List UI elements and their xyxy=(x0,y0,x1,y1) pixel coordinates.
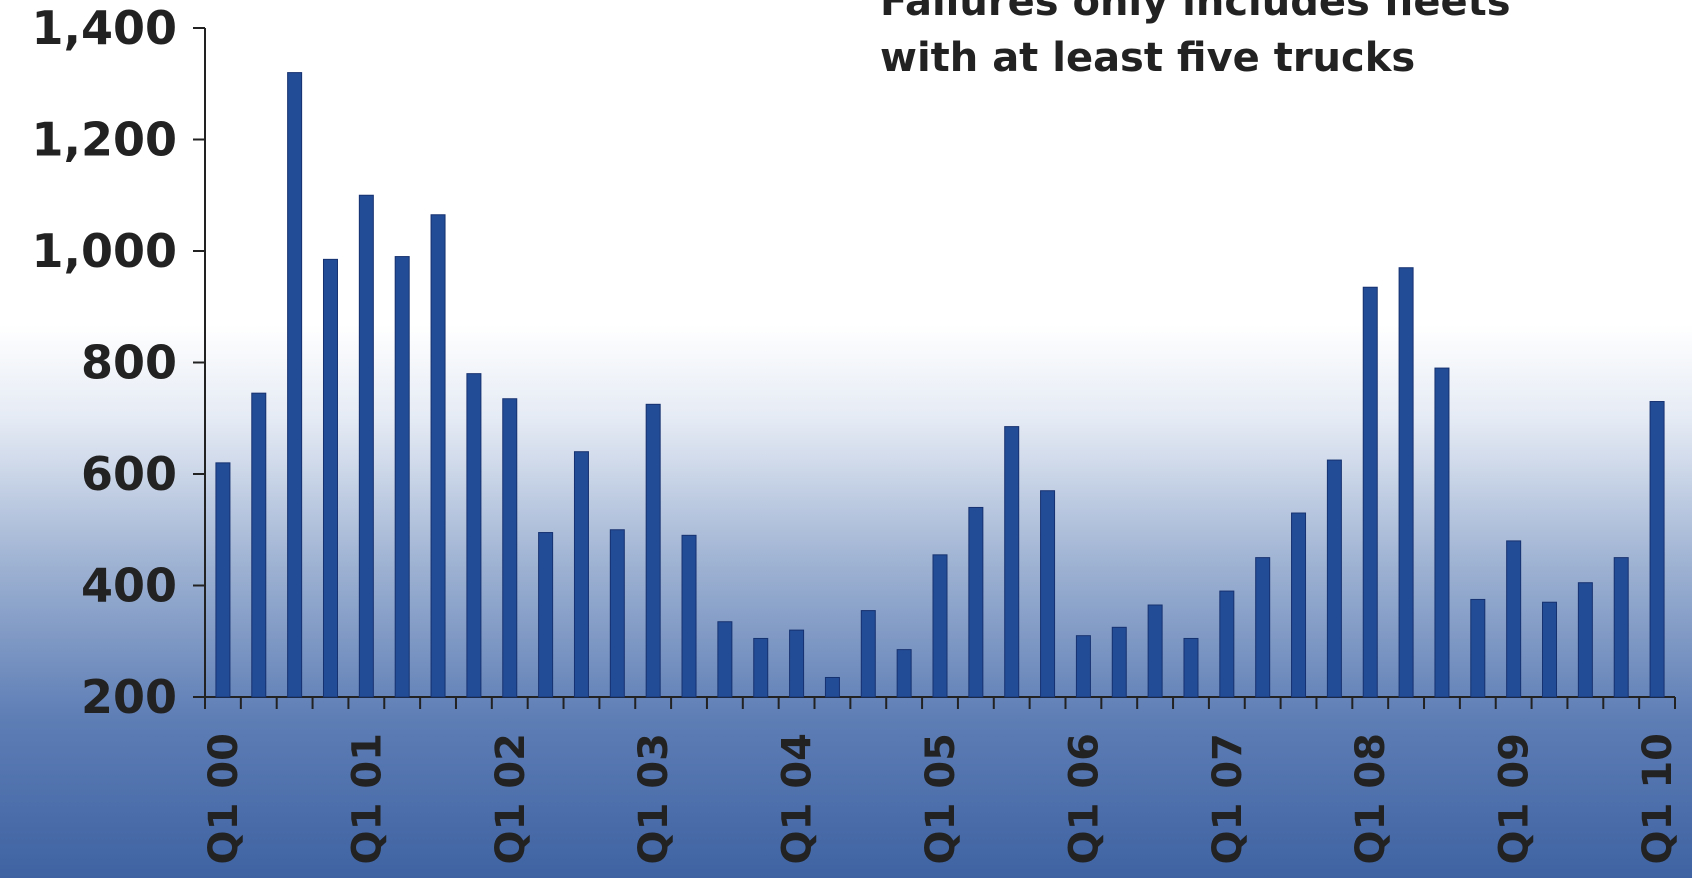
bar xyxy=(681,534,697,698)
y-tick-label: 1,000 xyxy=(31,224,177,278)
y-axis: 200 400 600 800 1,000 1,200 1,400 xyxy=(31,1,206,724)
x-tick-label: Q1 09 xyxy=(1492,733,1538,864)
bar xyxy=(860,610,876,698)
bar xyxy=(1147,604,1163,698)
y-tick-label: 1,400 xyxy=(31,1,177,55)
bar xyxy=(1004,426,1020,698)
bar xyxy=(932,554,948,698)
bar xyxy=(287,72,303,698)
bar xyxy=(1255,557,1271,698)
y-tick-label: 800 xyxy=(81,336,177,390)
bar xyxy=(968,506,984,698)
bar xyxy=(717,621,733,698)
bar xyxy=(1291,512,1307,698)
x-tick-label: Q1 04 xyxy=(775,733,821,864)
bar xyxy=(215,462,231,698)
bar xyxy=(1470,598,1486,698)
y-tick-label: 1,200 xyxy=(31,113,177,167)
bar xyxy=(753,637,769,698)
bar xyxy=(466,373,482,698)
chart-annotation: Failures only includes fleets with at le… xyxy=(880,0,1511,86)
x-axis: Q1 00 Q1 01 Q1 02 Q1 03 Q1 04 Q1 05 Q1 06 Q1 07… xyxy=(201,696,1681,864)
bar xyxy=(1649,401,1665,698)
bar xyxy=(1577,582,1593,698)
x-tick-label: Q1 02 xyxy=(488,733,534,864)
bar xyxy=(1111,626,1127,698)
bar xyxy=(1040,490,1056,698)
x-tick-label: Q1 10 xyxy=(1635,733,1681,864)
bar xyxy=(1434,367,1450,698)
bar xyxy=(322,258,338,698)
x-tick-label: Q1 05 xyxy=(918,733,964,864)
bar xyxy=(538,532,554,698)
x-tick-label: Q1 08 xyxy=(1348,733,1394,864)
bar xyxy=(609,529,625,698)
bar xyxy=(1398,267,1414,698)
bar xyxy=(896,649,912,698)
bar-series xyxy=(215,72,1665,698)
y-tick-label: 600 xyxy=(81,447,177,501)
annotation-line-2: with at least five trucks xyxy=(880,35,1416,81)
bar xyxy=(1542,601,1558,698)
x-tick-label: Q1 01 xyxy=(344,733,390,864)
bar xyxy=(789,629,805,698)
bar xyxy=(1613,557,1629,698)
bar xyxy=(1506,540,1522,698)
bar xyxy=(1362,286,1378,698)
bar xyxy=(1075,635,1091,698)
bar xyxy=(358,194,374,698)
y-tick-label: 200 xyxy=(81,670,177,724)
bar xyxy=(645,403,661,698)
bar xyxy=(502,398,518,698)
x-tick-label: Q1 00 xyxy=(201,733,247,864)
bar xyxy=(251,392,267,698)
bar xyxy=(573,451,589,698)
x-tick-label: Q1 03 xyxy=(631,733,677,864)
annotation-line-1: Failures only includes fleets xyxy=(880,0,1511,25)
bar xyxy=(394,256,410,698)
bar xyxy=(1326,459,1342,698)
x-tick-label: Q1 06 xyxy=(1061,733,1107,864)
bar xyxy=(430,214,446,698)
y-tick-label: 400 xyxy=(81,559,177,613)
x-tick-label: Q1 07 xyxy=(1205,733,1251,864)
bar xyxy=(1183,637,1199,698)
bar xyxy=(824,676,840,698)
bar xyxy=(1219,590,1235,698)
